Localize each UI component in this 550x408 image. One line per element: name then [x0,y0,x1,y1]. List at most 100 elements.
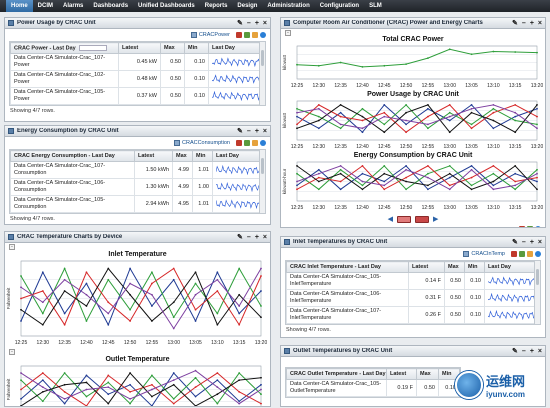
pdf-export-icon[interactable] [519,226,525,227]
nav-tab-design[interactable]: Design [237,3,258,9]
close-icon[interactable]: × [262,127,267,135]
minimize-icon[interactable]: – [521,238,526,246]
data-point [129,293,131,296]
nav-tab-administration[interactable]: Administration [267,3,310,9]
col-header-max[interactable]: Max [444,261,465,273]
excel-export-icon[interactable] [244,32,250,38]
table-row[interactable]: Data Center-CA Simulator-Crac_105-Outlet… [286,379,460,397]
report-link[interactable]: CRACPower [190,32,230,38]
nav-tab-dashboards[interactable]: Dashboards [93,3,129,9]
col-header-latest[interactable]: Latest [386,368,417,380]
col-header-last-day[interactable]: Last Day [208,41,265,55]
help-icon[interactable] [535,251,541,257]
table-scrollbar[interactable] [534,261,540,324]
collapse-toggle[interactable]: - [5,348,270,356]
col-header-min[interactable]: Min [192,150,213,162]
col-header-latest[interactable]: Latest [134,150,173,162]
wrench-icon[interactable]: ✎ [512,347,518,355]
latest-cell: 1.50 kWh [134,161,173,179]
maximize-icon[interactable]: + [254,233,259,241]
maximize-icon[interactable]: + [529,238,534,246]
minimize-icon[interactable]: – [246,233,251,241]
collapse-toggle[interactable]: - [5,243,270,251]
wrench-icon[interactable]: ✎ [237,127,243,135]
table-row[interactable]: Data Center-CA Simulator-Crac_105-Power 0… [10,87,265,106]
col-header-max[interactable]: Max [160,41,185,55]
pdf-export-icon[interactable] [236,32,242,38]
table-row[interactable]: Data Center-CA Simulator-Crac_105-Consum… [10,195,265,213]
minimize-icon[interactable]: – [246,19,251,27]
close-icon[interactable]: × [537,347,542,355]
excel-export-icon[interactable] [244,140,250,146]
help-icon[interactable] [535,226,541,227]
col-header-last-day[interactable]: Last Day [212,150,265,162]
col-header-device[interactable]: CRAC Outlet Temperature - Last Day [286,368,387,380]
col-header-device[interactable]: CRAC Energy Consumption - Last Day [10,150,135,162]
table-row[interactable]: Data Center-CA Simulator-Crac_105-InletT… [286,272,540,290]
pdf-export-icon[interactable] [236,140,242,146]
series-line [296,165,538,190]
close-icon[interactable]: × [262,19,267,27]
nav-tab-dcim[interactable]: DCIM [37,3,54,9]
table-scrollbar[interactable] [259,42,265,106]
excel-export-icon[interactable] [527,226,533,227]
nav-tab-unified-dashboards[interactable]: Unified Dashboards [138,3,195,9]
folder-icon[interactable] [252,140,258,146]
folder-icon[interactable] [527,251,533,257]
maximize-icon[interactable]: + [254,127,259,135]
data-point [216,372,219,374]
page-button[interactable] [397,215,411,223]
col-header-max[interactable]: Max [172,150,193,162]
maximize-icon[interactable]: + [254,19,259,27]
col-header-min[interactable]: Min [464,261,485,273]
table-row[interactable]: Data Center-CA Simulator-Crac_106-InletT… [286,289,540,307]
col-header-max[interactable]: Max [416,368,439,380]
panel-title: Energy Consumption by CRAC Unit [17,128,119,134]
close-icon[interactable]: × [262,233,267,241]
pdf-export-icon[interactable] [511,251,517,257]
col-header-min[interactable]: Min [184,41,209,55]
table-row[interactable]: Data Center-CA Simulator-Crac_102-Power 0… [10,70,265,89]
minimize-icon[interactable]: – [246,127,251,135]
col-header-last-day[interactable]: Last Day [484,261,540,273]
data-point [296,127,298,130]
wrench-icon[interactable]: ✎ [512,19,518,27]
table-row[interactable]: Data Center-CA Simulator-Crac_107-Consum… [10,161,265,179]
nav-tab-alarms[interactable]: Alarms [63,3,84,9]
report-link[interactable]: CRACConsumption [174,140,230,146]
nav-tab-home[interactable]: Home [6,0,33,12]
report-link[interactable]: CRACInTemp [463,251,505,257]
minimize-icon[interactable]: – [521,347,526,355]
col-header-device[interactable]: CRAC Inlet Temperature - Last Day [286,261,409,273]
help-icon[interactable] [260,140,266,146]
data-point [383,165,386,167]
sparkline-path [488,293,536,303]
col-header-latest[interactable]: Latest [408,261,445,273]
maximize-icon[interactable]: + [529,347,534,355]
close-icon[interactable]: × [537,19,542,27]
maximize-icon[interactable]: + [529,19,534,27]
close-icon[interactable]: × [537,238,542,246]
filter-input[interactable] [78,45,107,51]
wrench-icon[interactable]: ✎ [512,238,518,246]
nav-tab-slm[interactable]: SLM [369,3,382,9]
next-page-icon[interactable]: ▶ [433,216,439,223]
table-row[interactable]: Data Center-CA Simulator-Crac_107-InletT… [286,306,540,324]
col-header-device[interactable]: CRAC Power - Last Day [10,41,119,55]
y-axis-label: kilowatt-hour [282,168,287,194]
col-header-latest[interactable]: Latest [118,41,161,55]
nav-tab-reports[interactable]: Reports [204,3,228,9]
wrench-icon[interactable]: ✎ [237,19,243,27]
page-button[interactable] [415,215,429,223]
wrench-icon[interactable]: ✎ [237,233,243,241]
excel-export-icon[interactable] [519,251,525,257]
table-row[interactable]: Data Center-CA Simulator-Crac_107-Power 0… [10,53,265,72]
help-icon[interactable] [260,32,266,38]
table-scrollbar[interactable] [259,150,265,213]
folder-icon[interactable] [252,32,258,38]
nav-tab-configuration[interactable]: Configuration [319,3,360,9]
table-row[interactable]: Data Center-CA Simulator-Crac_106-Consum… [10,178,265,196]
minimize-icon[interactable]: – [521,19,526,27]
collapse-toggle[interactable]: - [281,29,545,36]
prev-page-icon[interactable]: ◀ [387,216,393,223]
